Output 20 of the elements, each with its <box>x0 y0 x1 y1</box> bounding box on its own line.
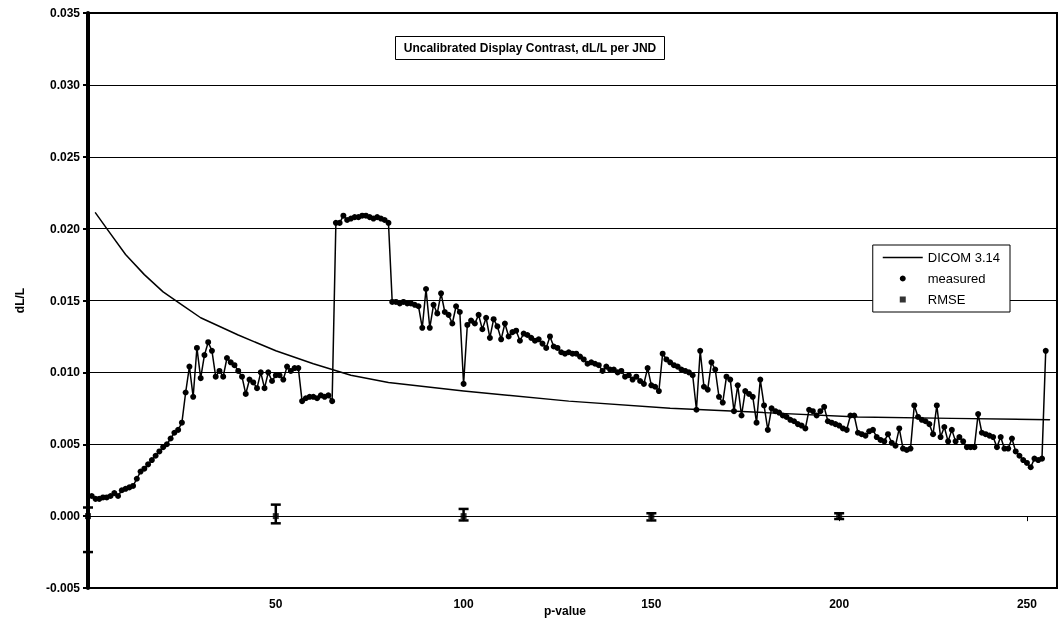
legend-label: DICOM 3.14 <box>927 250 1001 265</box>
x-tick-label: 50 <box>269 597 283 611</box>
text: Uncalibrated Display Contrast, dL/L per JND <box>403 41 657 55</box>
y-tick-label: 0.000 <box>49 509 81 524</box>
y-tick-label: 0.005 <box>49 437 81 452</box>
y-tick-label: 0.020 <box>49 221 81 236</box>
y-tick-label: 0.010 <box>49 365 81 380</box>
legend-label: measured <box>927 271 986 286</box>
x-axis-title: p-value <box>544 604 587 618</box>
y-axis-title: dL/L <box>13 287 27 314</box>
y-tick-label: 0.015 <box>49 293 81 308</box>
y-tick-label: -0.005 <box>45 581 81 595</box>
y-tick-label: 0.035 <box>49 6 81 20</box>
x-tick-label: 100 <box>453 597 474 611</box>
y-tick-label: 0.030 <box>49 77 81 92</box>
x-tick-label: 200 <box>829 597 850 611</box>
x-tick-label: 250 <box>1016 597 1038 611</box>
legend-label: RMSE <box>927 292 966 307</box>
x-tick-label: 150 <box>641 597 662 611</box>
y-tick-label: 0.025 <box>49 149 81 164</box>
